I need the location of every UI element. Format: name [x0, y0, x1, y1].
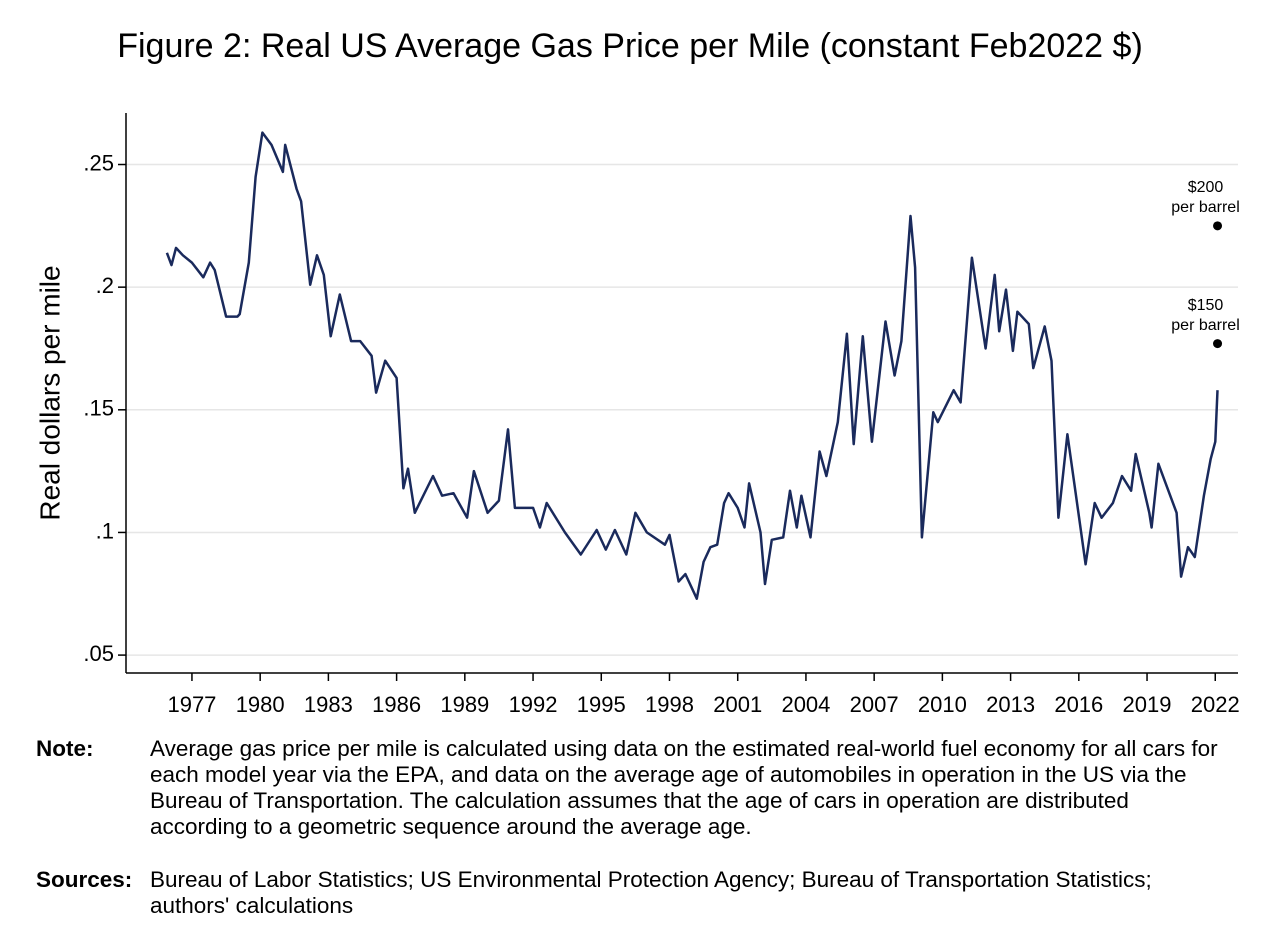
note-label: Note: [36, 736, 94, 761]
y-axis-label: Real dollars per mile [34, 265, 65, 520]
x-tick-label: 1995 [577, 692, 626, 717]
x-tick-label: 1989 [440, 692, 489, 717]
x-tick-label: 2019 [1123, 692, 1172, 717]
annotation-point [1213, 339, 1223, 349]
y-tick-label: .1 [96, 518, 114, 543]
line [165, 131, 1219, 600]
note: Note: Average gas price per mile is calc… [36, 736, 1225, 840]
sources: Sources: Bureau of Labor Statistics; US … [36, 867, 1225, 919]
note-text: Average gas price per mile is calculated… [150, 736, 1218, 839]
sources-text: Bureau of Labor Statistics; US Environme… [150, 867, 1152, 918]
x-tick-label: 1983 [304, 692, 353, 717]
x-tick-label: 1992 [509, 692, 558, 717]
annotation-text: $200 [1188, 179, 1224, 196]
chart-title: Figure 2: Real US Average Gas Price per … [117, 27, 1143, 65]
annotation-text: per barrel [1171, 199, 1239, 216]
x-tick-label: 1980 [236, 692, 285, 717]
x-tick-label: 1977 [167, 692, 216, 717]
annotation-text: $150 [1188, 297, 1224, 314]
x-tick-label: 2016 [1054, 692, 1103, 717]
x-tick-label: 2001 [713, 692, 762, 717]
x-tick-label: 1998 [645, 692, 694, 717]
x-tick-label: 2022 [1191, 692, 1240, 717]
y-tick-label: .05 [83, 641, 114, 666]
y-tick-label: .25 [83, 150, 114, 175]
x-tick-label: 2004 [781, 692, 830, 717]
x-tick-label: 1986 [372, 692, 421, 717]
x-tick-label: 2010 [918, 692, 967, 717]
y-tick-label: .2 [96, 273, 114, 298]
x-tick-label: 2013 [986, 692, 1035, 717]
x-tick-label: 2007 [850, 692, 899, 717]
annotation-text: per barrel [1171, 317, 1239, 334]
annotation-point [1213, 221, 1223, 231]
chart: Figure 2: Real US Average Gas Price per … [34, 27, 1240, 717]
y-tick-label: .15 [83, 396, 114, 421]
sources-label: Sources: [36, 867, 133, 892]
